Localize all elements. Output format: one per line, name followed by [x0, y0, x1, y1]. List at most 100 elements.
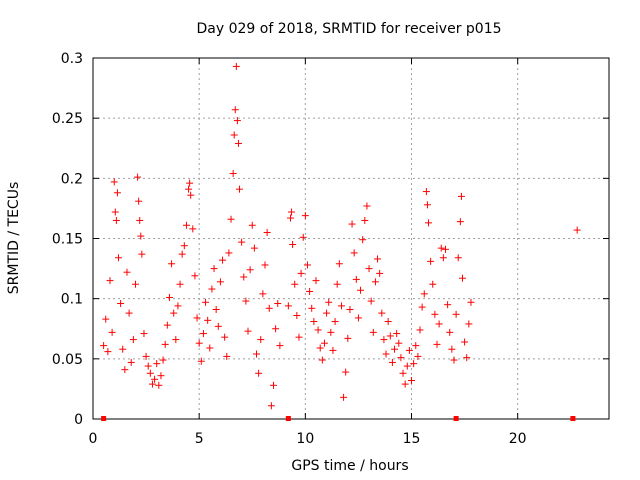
data-point	[248, 221, 256, 229]
data-point	[153, 360, 161, 368]
data-point	[176, 280, 184, 288]
data-point	[146, 369, 154, 377]
data-point	[314, 326, 322, 334]
data-point	[189, 225, 197, 233]
data-point	[136, 216, 144, 224]
data-point	[342, 368, 350, 376]
data-point	[263, 228, 271, 236]
data-point	[325, 298, 333, 306]
data-point	[142, 352, 150, 360]
data-point	[182, 221, 190, 229]
data-point	[276, 342, 284, 350]
y-tick-label: 0.25	[52, 111, 83, 127]
data-point	[427, 257, 435, 265]
data-point	[178, 250, 186, 258]
data-point	[299, 233, 307, 241]
data-point	[138, 250, 146, 258]
data-point	[210, 265, 218, 273]
data-point	[371, 278, 379, 286]
data-point	[350, 249, 358, 257]
data-point	[397, 354, 405, 362]
data-point	[337, 302, 345, 310]
data-point	[102, 315, 110, 323]
data-point	[458, 274, 466, 282]
zero-markers	[101, 416, 576, 421]
data-point	[422, 188, 430, 196]
data-point	[357, 286, 365, 294]
data-point	[331, 318, 339, 326]
data-point	[380, 336, 388, 344]
data-point	[165, 293, 173, 301]
data-point	[265, 304, 273, 312]
data-point	[208, 285, 216, 293]
data-point	[163, 321, 171, 329]
data-point	[454, 254, 462, 262]
data-point	[291, 280, 299, 288]
data-point	[323, 309, 331, 317]
data-point	[159, 356, 167, 364]
data-point	[284, 302, 292, 310]
data-point	[416, 326, 424, 334]
data-point	[236, 185, 244, 193]
data-point	[191, 272, 199, 280]
data-point	[401, 380, 409, 388]
data-point	[403, 362, 411, 370]
data-point	[444, 301, 452, 309]
grid	[93, 58, 609, 419]
data-point	[227, 215, 235, 223]
data-point	[180, 242, 188, 250]
data-point	[374, 255, 382, 263]
data-point	[393, 330, 401, 338]
data-point	[168, 260, 176, 268]
data-point	[259, 290, 267, 298]
data-point	[429, 280, 437, 288]
data-point	[333, 280, 341, 288]
data-point	[229, 170, 237, 178]
data-point	[439, 254, 447, 262]
data-point	[187, 191, 195, 199]
x-tick-label: 20	[509, 431, 527, 447]
data-point	[144, 362, 152, 370]
data-point	[361, 216, 369, 224]
data-point	[114, 254, 122, 262]
data-point	[117, 299, 125, 307]
data-point	[111, 208, 119, 216]
data-point	[335, 260, 343, 268]
data-point	[225, 249, 233, 257]
data-point	[467, 298, 475, 306]
data-point	[573, 226, 581, 234]
data-point	[134, 173, 142, 181]
data-point	[286, 214, 294, 222]
data-point	[106, 277, 114, 285]
data-point	[344, 334, 352, 342]
data-point	[289, 241, 297, 249]
data-point	[405, 346, 413, 354]
data-point	[140, 330, 148, 338]
data-point	[219, 256, 227, 264]
data-point	[250, 244, 258, 252]
data-point	[246, 266, 254, 274]
data-point	[123, 268, 131, 276]
data-point	[193, 314, 201, 322]
zero-value-marker	[570, 416, 576, 421]
data-point	[274, 299, 282, 307]
data-point	[465, 320, 473, 328]
data-point	[125, 309, 133, 317]
data-point	[113, 189, 121, 197]
data-point	[155, 381, 163, 389]
data-point	[378, 309, 386, 317]
plot-frame	[92, 57, 610, 420]
data-point	[431, 310, 439, 318]
data-point	[108, 328, 116, 336]
data-point	[172, 336, 180, 344]
data-point	[306, 287, 314, 295]
data-point	[384, 318, 392, 326]
data-point	[195, 339, 203, 347]
data-point	[329, 346, 337, 354]
y-tick-label: 0.2	[61, 171, 83, 187]
data-point	[376, 269, 384, 277]
data-point	[137, 232, 145, 240]
data-point	[161, 340, 169, 348]
data-point	[352, 275, 360, 283]
